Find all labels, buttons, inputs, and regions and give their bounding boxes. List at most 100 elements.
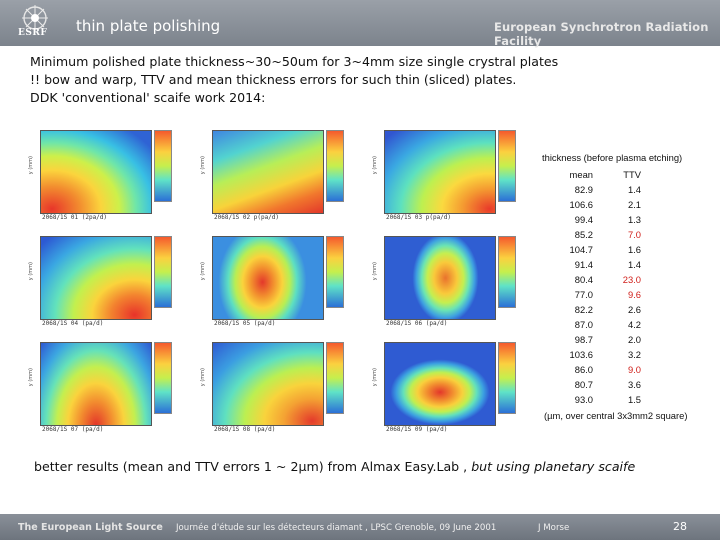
thickness-map-7: y (mm) 2068/1S 07 (pa/d) (28, 338, 178, 438)
plot-caption: 2068/1S 04 (pa/d) (42, 320, 104, 327)
mean-cell: 82.2 (574, 304, 593, 315)
ttv-header: TTV (623, 169, 641, 180)
table-row: 87.0 4.2 (540, 319, 650, 334)
slide-title: thin plate polishing (76, 17, 221, 35)
ttv-cell: 1.4 (627, 184, 641, 195)
plot-ylabel: y (mm) (28, 262, 34, 281)
color-legend (498, 130, 516, 202)
plot-caption: 2068/1S 07 (pa/d) (42, 426, 104, 433)
color-legend (326, 342, 344, 414)
ttv-cell: 2.1 (627, 199, 641, 210)
contour-map (40, 342, 152, 426)
ttv-cell: 1.4 (627, 259, 641, 270)
table-row: 91.4 1.4 (540, 259, 650, 274)
color-legend (498, 342, 516, 414)
ttv-cell: 9.0 (627, 364, 641, 375)
plot-ylabel: y (mm) (372, 262, 378, 281)
footer-author: J Morse (538, 523, 570, 533)
table-header: mean TTV (540, 169, 650, 184)
thickness-map-6: y (mm) 2068/1S 06 (pa/d) (372, 232, 522, 332)
bullet-line-1: Minimum polished plate thickness~30~50um… (30, 54, 559, 69)
bullet-line-3: DDK 'conventional' scaife work 2014: (30, 90, 266, 105)
ttv-cell: 3.2 (627, 349, 641, 360)
plot-caption: 2068/1S 05 (pa/d) (214, 320, 276, 327)
thickness-map-4: y (mm) 2068/1S 04 (pa/d) (28, 232, 178, 332)
contour-map (212, 342, 324, 426)
ttv-cell: 1.3 (627, 214, 641, 225)
summary-plain: better results (mean and TTV errors 1 ~ … (34, 459, 468, 474)
plot-caption: 2068/1S 08 (pa/d) (214, 426, 276, 433)
table-row: 80.4 23.0 (540, 274, 650, 289)
table-title: thickness (before plasma etching) (542, 152, 683, 163)
mean-cell: 77.0 (574, 289, 593, 300)
intro-text: Minimum polished plate thickness~30~50um… (30, 53, 558, 107)
mean-cell: 104.7 (569, 244, 593, 255)
mean-cell: 103.6 (569, 349, 593, 360)
ttv-cell: 1.5 (627, 394, 641, 405)
ttv-cell: 9.6 (627, 289, 641, 300)
table-row: 93.0 1.5 (540, 394, 650, 409)
bullet-line-2: !! bow and warp, TTV and mean thickness … (30, 72, 517, 87)
ttv-cell: 4.2 (627, 319, 641, 330)
color-legend (154, 130, 172, 202)
plot-ylabel: y (mm) (372, 368, 378, 387)
table-row: 104.7 1.6 (540, 244, 650, 259)
table-row: 98.7 2.0 (540, 334, 650, 349)
thickness-map-5: y (mm) 2068/1S 05 (pa/d) (200, 232, 350, 332)
page-number: 28 (673, 520, 687, 533)
mean-cell: 98.7 (574, 334, 593, 345)
ttv-cell: 1.6 (627, 244, 641, 255)
mean-cell: 85.2 (574, 229, 593, 240)
mean-cell: 82.9 (574, 184, 593, 195)
plot-ylabel: y (mm) (200, 156, 206, 175)
color-legend (154, 236, 172, 308)
mean-cell: 80.4 (574, 274, 593, 285)
contour-map (40, 236, 152, 320)
footer-tagline: The European Light Source (18, 522, 163, 533)
table-row: 86.0 9.0 (540, 364, 650, 379)
summary-italic: but using planetary scaife (467, 459, 636, 474)
mean-cell: 91.4 (574, 259, 593, 270)
color-legend (498, 236, 516, 308)
plot-caption: 2068/1S 06 (pa/d) (386, 320, 448, 327)
contour-map (384, 236, 496, 320)
table-row: 77.0 9.6 (540, 289, 650, 304)
plot-caption: 2068/1S 03 p(pa/d) (386, 214, 452, 221)
ttv-cell: 3.6 (627, 379, 641, 390)
thickness-map-grid: y (mm) 2068/1S 01 (2pa/d) y (mm) 2068/1S… (28, 126, 528, 446)
mean-cell: 86.0 (574, 364, 593, 375)
table-row: 99.4 1.3 (540, 214, 650, 229)
plot-ylabel: y (mm) (28, 156, 34, 175)
plot-caption: 2068/1S 01 (2pa/d) (42, 214, 108, 221)
header-bar: ESRF thin plate polishing European Synch… (0, 0, 720, 48)
thickness-map-3: y (mm) 2068/1S 03 p(pa/d) (372, 126, 522, 226)
contour-map (384, 342, 496, 426)
esrf-logo-icon (22, 5, 48, 31)
contour-map (212, 130, 324, 214)
mean-header: mean (569, 169, 593, 180)
organization-name: European Synchrotron Radiation Facility (494, 20, 709, 48)
plot-caption: 2068/1S 02 p(pa/d) (214, 214, 280, 221)
plot-caption: 2068/1S 09 (pa/d) (386, 426, 448, 433)
table-row: 82.9 1.4 (540, 184, 650, 199)
ttv-cell: 2.6 (627, 304, 641, 315)
plot-ylabel: y (mm) (200, 262, 206, 281)
contour-map (40, 130, 152, 214)
mean-cell: 80.7 (574, 379, 593, 390)
plot-ylabel: y (mm) (28, 368, 34, 387)
summary-text: better results (mean and TTV errors 1 ~ … (34, 459, 635, 474)
footer-bar: The European Light Source Journée d'étud… (0, 514, 720, 540)
mean-cell: 87.0 (574, 319, 593, 330)
plot-ylabel: y (mm) (200, 368, 206, 387)
table-row: 106.6 2.1 (540, 199, 650, 214)
ttv-cell: 7.0 (627, 229, 641, 240)
table-footnote: (µm, over central 3x3mm2 square) (544, 410, 688, 421)
logo-text: ESRF (18, 28, 48, 38)
footer-event: Journée d'étude sur les détecteurs diama… (176, 523, 497, 533)
color-legend (326, 130, 344, 202)
thickness-map-1: y (mm) 2068/1S 01 (2pa/d) (28, 126, 178, 226)
contour-map (212, 236, 324, 320)
thickness-map-9: y (mm) 2068/1S 09 (pa/d) (372, 338, 522, 438)
table-row: 85.2 7.0 (540, 229, 650, 244)
ttv-cell: 2.0 (627, 334, 641, 345)
